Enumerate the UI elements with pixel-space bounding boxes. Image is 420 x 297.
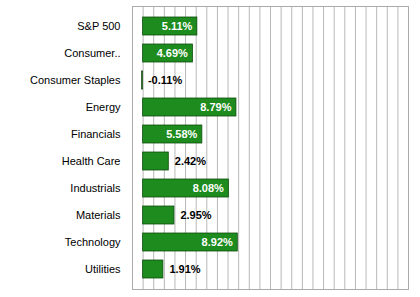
svg-text:Utilities: Utilities xyxy=(85,263,121,275)
svg-text:Consumer..: Consumer.. xyxy=(64,47,120,59)
svg-text:Industrials: Industrials xyxy=(70,182,121,194)
svg-text:5.11%: 5.11% xyxy=(162,20,193,32)
svg-text:Technology: Technology xyxy=(65,236,121,248)
svg-text:Financials: Financials xyxy=(71,128,121,140)
svg-text:4.69%: 4.69% xyxy=(157,47,188,59)
svg-text:Consumer Staples: Consumer Staples xyxy=(30,74,121,86)
svg-text:-0.11%: -0.11% xyxy=(148,74,182,86)
svg-text:5.58%: 5.58% xyxy=(166,128,197,140)
svg-text:Health Care: Health Care xyxy=(62,155,121,167)
svg-text:8.79%: 8.79% xyxy=(200,101,231,113)
svg-text:S&P 500: S&P 500 xyxy=(77,20,120,32)
svg-text:2.42%: 2.42% xyxy=(175,155,206,167)
svg-text:Materials: Materials xyxy=(76,209,121,221)
svg-text:1.91%: 1.91% xyxy=(169,263,200,275)
svg-text:Energy: Energy xyxy=(86,101,121,113)
svg-text:2.95%: 2.95% xyxy=(180,209,211,221)
svg-text:8.08%: 8.08% xyxy=(193,182,224,194)
svg-text:8.92%: 8.92% xyxy=(202,236,233,248)
